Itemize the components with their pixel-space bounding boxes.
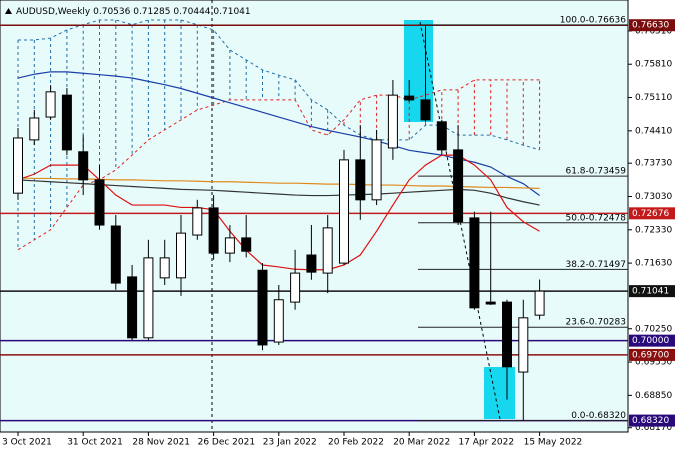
candle-body [241, 237, 252, 252]
y-tick-label: 0.68850 [635, 391, 672, 401]
price-tag [629, 348, 675, 361]
plot-area [0, 0, 629, 433]
fib-label: 50.0-0.72478 [565, 213, 626, 223]
candle-body [534, 290, 545, 316]
y-tick-label: 0.70250 [635, 324, 672, 334]
fib-label: 100.0-0.76636 [560, 15, 627, 25]
close-value: 0.71041 [213, 7, 250, 17]
indicator-line [17, 154, 540, 271]
fib-label: 0.0-0.68320 [571, 411, 626, 421]
candle-body [518, 317, 529, 373]
candle-body [387, 94, 398, 149]
candle-body [502, 301, 512, 368]
price-tag-label: 0.71041 [632, 287, 669, 297]
header-icon [5, 8, 12, 14]
fib-label: 23.6-0.70283 [565, 318, 626, 328]
x-tick-label: 17 Apr 2022 [458, 438, 514, 448]
fib-label: 61.8-0.73459 [565, 167, 626, 177]
price-tag-label: 0.69700 [632, 350, 669, 360]
y-tick-label: 0.71630 [635, 259, 672, 269]
candle-body [339, 159, 349, 264]
candle-body [192, 207, 203, 236]
candle-body [420, 99, 431, 121]
y-tick-label: 0.75810 [635, 60, 672, 70]
symbol: AUDUSD,Weekly [16, 7, 91, 17]
highlight-box [484, 367, 515, 419]
chart-header: AUDUSD,Weekly 0.70536 0.71285 0.70444 0.… [16, 7, 251, 17]
price-tag-label: 0.70000 [632, 336, 669, 346]
y-tick-label: 0.76510 [635, 26, 672, 36]
price-tag [629, 414, 675, 427]
price-tag-label: 0.76630 [632, 21, 669, 31]
x-tick-label: 26 Dec 2021 [198, 438, 256, 448]
price-tag [629, 285, 675, 298]
candle-body [110, 225, 121, 284]
candle-body [94, 179, 105, 226]
candle-body [290, 272, 301, 303]
x-tick-label: 28 Nov 2021 [132, 438, 190, 448]
plot-layer: 100.0-0.76636 61.8-0.73459 50.0-0.72478 38.… [0, 15, 628, 422]
open-value: 0.70536 [93, 7, 130, 17]
y-tick-label: 0.74410 [635, 126, 672, 136]
candle-body [404, 95, 415, 101]
x-tick-label: 20 Mar 2022 [393, 438, 450, 448]
candle-body [176, 232, 186, 279]
candle-body [159, 257, 170, 279]
candle-body [469, 217, 480, 309]
candle-body [224, 237, 235, 254]
price-tag-label: 0.68320 [632, 416, 669, 426]
candle-body [13, 137, 23, 194]
x-tick-label: 15 May 2022 [524, 438, 583, 448]
candle-body [61, 94, 72, 151]
y-tick-label: 0.69550 [635, 358, 672, 368]
candle-body [355, 159, 366, 201]
y-tick-label: 0.72330 [635, 225, 672, 235]
price-tag [629, 19, 675, 32]
x-tick-label: 23 Jan 2022 [263, 438, 317, 448]
candle-body [45, 91, 56, 118]
price-tag [629, 207, 675, 220]
candle-body [78, 151, 89, 181]
high-value: 0.71285 [133, 7, 170, 17]
indicator-line [17, 177, 540, 190]
candle-body [322, 227, 333, 274]
cloud-edge [17, 79, 540, 251]
x-tick-label: 20 Feb 2022 [328, 438, 384, 448]
price-tag [629, 334, 675, 347]
x-tick-label: 31 Oct 2021 [67, 438, 123, 448]
candle-body [208, 207, 219, 254]
candle-body [436, 121, 447, 151]
low-value: 0.70444 [173, 7, 210, 17]
candle-body [127, 276, 138, 339]
candle-body [306, 254, 317, 273]
y-tick-label: 0.68170 [635, 423, 672, 433]
candle-body [453, 149, 464, 223]
y-tick-label: 0.73030 [635, 192, 672, 202]
candle-body [257, 269, 268, 346]
candle-body [143, 257, 154, 339]
fib-label: 38.2-0.71497 [565, 260, 626, 270]
price-tag-label: 0.72676 [632, 209, 669, 219]
cloud-edge [18, 19, 540, 151]
candle-body [371, 139, 382, 201]
candle-body [485, 301, 496, 305]
y-tick-label: 0.75110 [635, 93, 672, 103]
candle-body [273, 299, 284, 343]
indicator-line [17, 71, 540, 197]
y-tick-label: 0.73730 [635, 159, 672, 169]
candle-body [29, 117, 40, 141]
x-tick-label: 3 Oct 2021 [2, 438, 52, 448]
fib-anchor-line [419, 21, 501, 420]
